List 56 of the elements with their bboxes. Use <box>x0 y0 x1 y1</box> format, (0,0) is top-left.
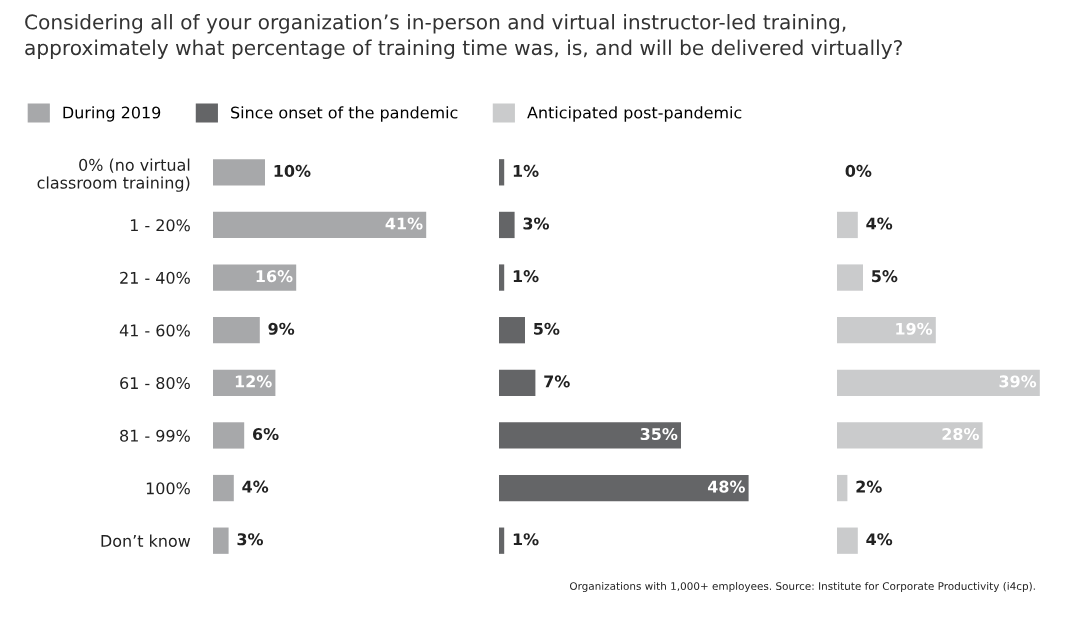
data-label: 5% <box>534 322 560 335</box>
data-label: 1% <box>513 533 539 546</box>
data-label: 2% <box>856 480 882 493</box>
y-tick-label: 21 - 40% <box>120 271 190 284</box>
data-label: 3% <box>237 533 264 546</box>
bar <box>499 211 515 239</box>
bar <box>213 211 427 239</box>
data-label: 1% <box>513 164 539 177</box>
legend-label: Anticipated post-pandemic <box>527 106 742 122</box>
y-tick-label: 81 - 99% <box>120 429 190 442</box>
data-label: 41% <box>385 217 423 230</box>
bar <box>213 527 229 554</box>
bar <box>213 264 297 291</box>
chart-title: Considering all of your organization’s in-person and virtual instructor-led training, approximately what percentage of training time was, is, and will be delivered virtually? <box>25 14 902 60</box>
data-label: 9% <box>268 322 295 335</box>
data-label: 4% <box>866 217 893 230</box>
data-label: 10% <box>274 164 311 177</box>
bar <box>837 264 863 291</box>
text: Organizations with 1,000+ employees. Source: Institute for Corporate Productivity (i4cp). <box>569 581 1035 593</box>
bar <box>837 369 1040 396</box>
y-tick-label: 61 - 80% <box>120 377 190 390</box>
data-label: 48% <box>707 480 745 493</box>
bar <box>499 317 525 344</box>
bar <box>499 474 749 502</box>
y-tick-label: 100% <box>146 482 190 495</box>
bar <box>837 422 983 449</box>
legend-label: During 2019 <box>63 106 161 122</box>
data-label: 12% <box>235 375 272 388</box>
bar <box>213 317 260 344</box>
data-label: 1% <box>513 270 539 283</box>
data-label: 4% <box>242 480 269 493</box>
bar <box>213 159 265 186</box>
bar <box>837 317 936 344</box>
bar <box>499 369 536 396</box>
y-tick-label: 0% (no virtual classroom training) <box>37 158 190 192</box>
data-label: 6% <box>252 427 279 441</box>
data-label: 4% <box>866 533 893 546</box>
y-tick-label: Don’t know <box>101 534 191 547</box>
bar <box>499 527 505 554</box>
data-label: 16% <box>256 270 293 283</box>
data-label: 0% <box>845 164 872 177</box>
legend-label: Since onset of the pandemic <box>231 106 458 122</box>
bar <box>213 422 245 449</box>
bar <box>837 211 858 239</box>
bar <box>837 474 848 502</box>
bar <box>213 474 234 502</box>
y-tick-label: 1 - 20% <box>130 219 190 232</box>
bar <box>499 264 505 291</box>
y-tick-label: 41 - 60% <box>119 324 190 337</box>
data-label: 7% <box>544 375 570 388</box>
bar <box>499 159 505 186</box>
data-label: 3% <box>523 217 550 230</box>
bar <box>837 527 858 554</box>
bar <box>499 422 681 449</box>
data-label: 5% <box>872 270 898 283</box>
data-label: 35% <box>640 427 678 441</box>
